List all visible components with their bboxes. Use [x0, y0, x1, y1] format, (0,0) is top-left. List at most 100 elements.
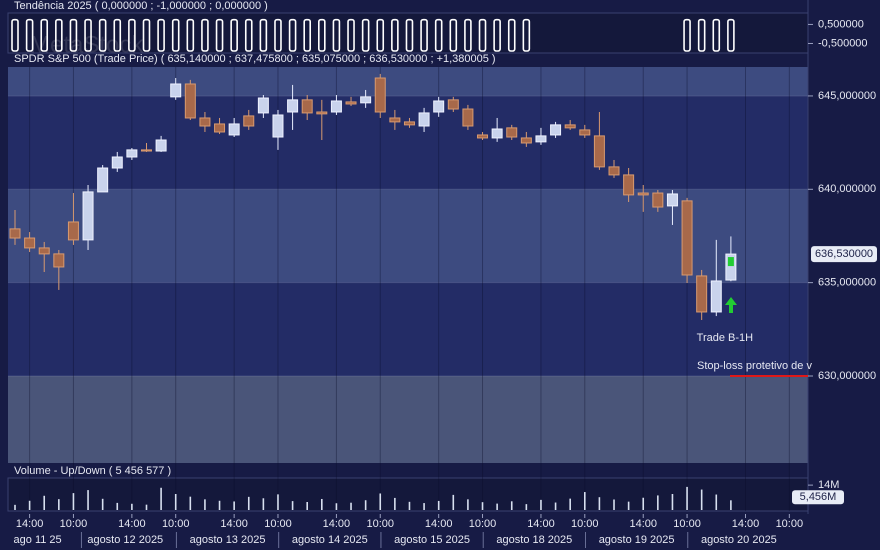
- indicator-bar: [464, 18, 472, 52]
- x-tick-label: 14:00: [629, 518, 657, 530]
- indicator-bar: [11, 18, 19, 52]
- last-volume-label: 5,456M: [800, 491, 837, 503]
- candle-body: [637, 192, 649, 196]
- candle-body: [652, 192, 664, 208]
- candle-body: [477, 134, 489, 139]
- x-tick-label: 14:00: [118, 518, 146, 530]
- indicator-bar: [683, 18, 691, 52]
- volume-title: Volume - Up/Down ( 5 456 577 ): [14, 465, 171, 477]
- indicator-bar: [727, 18, 735, 52]
- x-tick-label: 10:00: [366, 518, 394, 530]
- indicator-bar: [157, 18, 165, 52]
- candle-body: [666, 193, 678, 207]
- candle-body: [184, 83, 196, 119]
- indicator-title: Tendência 2025 ( 0,000000 ; -1,000000 ; …: [14, 0, 268, 12]
- watermark: MetaStock: [30, 31, 144, 58]
- candle-body: [140, 149, 152, 152]
- candle-body: [681, 200, 693, 276]
- candle-body: [506, 127, 518, 138]
- candle-body: [389, 117, 401, 123]
- y-tick-label: 630,000000: [818, 370, 876, 382]
- x-tick-label: 10:00: [162, 518, 190, 530]
- indicator-bar: [493, 18, 501, 52]
- x-tick-label: 10:00: [571, 518, 599, 530]
- candle-body: [228, 123, 240, 136]
- indicator-bar: [288, 18, 297, 52]
- candle-body: [579, 129, 591, 136]
- indicator-bar: [712, 18, 721, 52]
- indicator-bar: [84, 18, 92, 52]
- candle-body: [623, 174, 635, 196]
- price-bands: [8, 67, 808, 463]
- indicator-bar: [391, 18, 399, 52]
- indicator-bar: [478, 18, 487, 52]
- candle-body: [403, 121, 415, 126]
- candle-body: [126, 149, 138, 158]
- date-label: agosto 12 2025: [87, 534, 163, 546]
- candle-body: [67, 221, 79, 241]
- indicator-bar: [142, 18, 151, 52]
- candle-body: [287, 99, 299, 113]
- date-label: agosto 20 2025: [701, 534, 777, 546]
- annotation: Trade B-1H: [697, 332, 754, 344]
- indicator-bar: [186, 18, 195, 52]
- date-label: agosto 14 2025: [292, 534, 368, 546]
- indicator-bar: [69, 18, 78, 52]
- indicator-bar: [347, 18, 355, 52]
- buy-arrow: [725, 297, 737, 313]
- indicator-bar: [449, 18, 458, 52]
- indicator-bar: [318, 18, 326, 52]
- price-band: [8, 282, 808, 376]
- indicator-bar: [522, 18, 531, 52]
- x-tick-label: 10:00: [60, 518, 88, 530]
- x-tick-label: 14:00: [732, 518, 760, 530]
- candle-body: [491, 128, 503, 139]
- x-tick-label: 14:00: [323, 518, 351, 530]
- candle-body: [330, 100, 342, 113]
- candle-body: [710, 280, 722, 313]
- candle-body: [433, 100, 445, 113]
- last-volume-box: [792, 490, 844, 505]
- candle-body: [520, 137, 532, 144]
- indicator-bar: [259, 18, 268, 52]
- candle-body: [170, 83, 182, 98]
- candle-body: [374, 77, 386, 113]
- candle-body: [608, 166, 620, 176]
- candle-body: [272, 114, 284, 138]
- date-label: ago 11 25: [14, 534, 62, 546]
- candle-body: [82, 191, 94, 241]
- indicator-bar: [98, 18, 107, 52]
- candle-body: [53, 253, 65, 268]
- price-band: [8, 375, 808, 463]
- indicator-bar: [113, 18, 122, 52]
- indicator-bar: [507, 18, 516, 52]
- candle-body: [360, 96, 372, 104]
- indicator-bar: [361, 18, 370, 52]
- indicator-bar: [697, 18, 706, 52]
- x-tick-label: 14:00: [527, 518, 555, 530]
- plot-layer: 0,500000 -0,500000 645,000000 640,000000 635…: [8, 18, 877, 548]
- indicator-bar: [420, 18, 428, 52]
- indicator-bar: [303, 18, 312, 52]
- candle-body: [447, 99, 459, 110]
- indicator-bar: [274, 18, 282, 52]
- indicator-bar: [40, 18, 49, 52]
- indicator-bar: [171, 18, 180, 52]
- date-label: agosto 15 2025: [394, 534, 470, 546]
- candle-body: [593, 135, 605, 168]
- candle-body: [316, 111, 328, 115]
- x-tick-label: 14:00: [16, 518, 44, 530]
- date-label: agosto 18 2025: [496, 534, 572, 546]
- candle-body: [550, 124, 562, 136]
- y-tick-label: 635,000000: [818, 277, 876, 289]
- indicator-bar: [55, 18, 63, 52]
- stop-loss-label: Stop-loss protetivo de v: [697, 360, 812, 372]
- last-price-label: 636,530000: [815, 248, 873, 260]
- candle-body: [97, 167, 109, 193]
- candle-body: [462, 108, 474, 127]
- candle-body: [345, 101, 357, 105]
- indicator-bar: [215, 18, 224, 52]
- candle-body: [9, 228, 21, 239]
- candle-body: [243, 115, 255, 127]
- price-title: SPDR S&P 500 (Trade Price) ( 635,140000 …: [14, 53, 496, 65]
